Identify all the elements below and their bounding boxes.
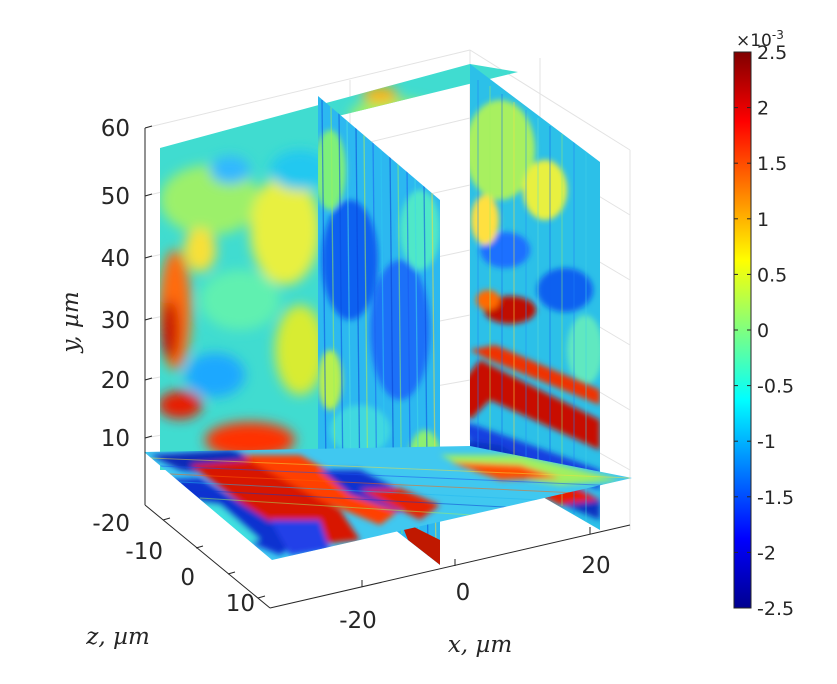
z-axis-label: z, µm: [85, 624, 150, 650]
z-tick-label: -10: [125, 539, 163, 565]
y-tick-label: 10: [101, 426, 130, 452]
colorbar-tick-label: -2.5: [757, 598, 794, 620]
right-slice-streaks: [477, 80, 587, 522]
colorbar-tick-label: -2: [757, 542, 776, 564]
z-tick-label: -20: [92, 511, 130, 537]
colorbar: 2.5 2 1.5 1 0.5 0 -0.5 -1 -1.5 -2 -2.5 ×10-3: [733, 28, 794, 620]
floor-streaks: [149, 457, 631, 519]
y-tick-label: 50: [101, 184, 130, 210]
colorbar-scale: [734, 52, 751, 608]
colorbar-tick-label: 1: [757, 209, 769, 231]
y-tick-labels: 60 50 40 30 20 10: [101, 116, 130, 452]
y-axis-label: y, µm: [58, 291, 84, 353]
x-axis-label: x, µm: [448, 632, 512, 658]
y-tick-label: 60: [101, 116, 130, 142]
colorbar-tick-label: -1.5: [757, 487, 794, 509]
colorbar-tick-label: 2.5: [757, 42, 787, 64]
colorbar-tick-label: 0.5: [757, 264, 787, 286]
x-tick-label: 20: [581, 553, 610, 579]
colorbar-exponent: ×10-3: [736, 28, 784, 51]
y-tick-label: 40: [101, 246, 130, 272]
z-tick-label: 10: [226, 591, 255, 617]
axis-lines: [144, 125, 631, 609]
colorbar-tick-label: 0: [757, 320, 769, 342]
colorbar-tick-label: -0.5: [757, 376, 794, 398]
colorbar-tick-label: 2: [757, 98, 769, 120]
x-tick-labels: -20 0 20: [339, 553, 610, 634]
y-tick-label: 30: [101, 308, 130, 334]
z-tick-label: 0: [180, 565, 195, 591]
colorbar-tick-label: 1.5: [757, 153, 787, 175]
y-tick-label: 20: [101, 368, 130, 394]
colorbar-ticks: 2.5 2 1.5 1 0.5 0 -0.5 -1 -1.5 -2 -2.5: [734, 42, 794, 620]
z-tick-labels: -20 -10 0 10: [92, 511, 255, 617]
colorbar-tick-label: -1: [757, 431, 776, 453]
x-tick-label: -20: [339, 608, 377, 634]
x-tick-label: 0: [456, 580, 471, 606]
